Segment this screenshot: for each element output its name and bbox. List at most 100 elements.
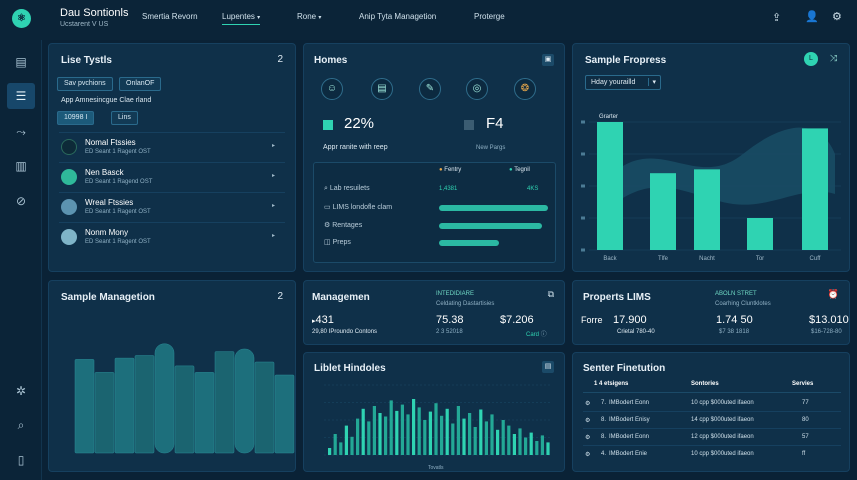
support-icon[interactable]: ◎ (466, 78, 488, 100)
alarm-icon[interactable]: ⏰ (827, 289, 839, 299)
bar (490, 414, 494, 455)
table-header: Sontories (691, 381, 719, 387)
filter-chip-4[interactable]: Lins (111, 111, 138, 125)
sidebar-item-active[interactable] (7, 83, 35, 109)
bar (468, 413, 472, 455)
nav-link-5[interactable]: Proterge (474, 12, 505, 21)
analytics-icon[interactable]: ⤳ (16, 125, 26, 139)
big-value: ▸431 (312, 314, 334, 326)
pen-icon[interactable]: ✎ (419, 78, 441, 100)
value-3: $7.206 (500, 314, 534, 326)
table-row[interactable]: ⚙ 7. IMBodert Eonn 10 cpp $000uted ifaeo… (583, 395, 841, 412)
list-item[interactable]: Nen Basck ED Seant 1 Ragend OST ▸ (59, 162, 285, 190)
y-tick (581, 216, 585, 220)
table-row[interactable]: ⚙ 8. IMBodert Enisy 14 cpp $000uted ifae… (583, 412, 841, 429)
x-tick-label: Nacht (699, 256, 715, 262)
card-icon: ▭ (324, 204, 331, 211)
row-label-text: Rentages (332, 222, 363, 229)
share-icon[interactable]: ⤨ (830, 53, 838, 63)
stat-label: New Pargs (476, 145, 506, 151)
clipboard-icon[interactable]: ▤ (371, 78, 393, 100)
list-item[interactable]: Wreal Ftssies ED Seant 1 Ragent OST ▸ (59, 192, 285, 220)
gear-icon[interactable]: ✲ (15, 384, 27, 398)
filter-chip-1[interactable]: Sav pvchions (57, 77, 113, 91)
filter-chip-3[interactable]: 10998 I (57, 111, 95, 125)
row-label: ⚙ Rentages (324, 221, 362, 229)
user-icon[interactable]: 👤 (805, 11, 819, 23)
table-row[interactable]: ⚙ 4. IMBodert Enie 10 cpp $000uted ifaeo… (583, 446, 841, 463)
x-tick-label: Tlfe (658, 256, 669, 262)
select-value: Hday yourailld (591, 79, 636, 86)
bar (524, 437, 528, 455)
panel-title: Properts LIMS (583, 292, 651, 303)
status-icon[interactable]: L (804, 52, 818, 66)
bar (479, 409, 483, 455)
expand-icon[interactable]: ⧉ (547, 289, 554, 299)
nav-link-2[interactable]: Lupentes ▾ (222, 12, 261, 25)
bar (361, 408, 365, 455)
settings-icon[interactable]: ⚙ (832, 11, 842, 23)
row-name: IMBodert Enie (609, 451, 648, 457)
y-tick (581, 248, 585, 252)
bar (339, 442, 343, 455)
period-select[interactable]: Hday yourailld ▾ (585, 75, 661, 90)
big-value-text: 431 (315, 314, 334, 326)
expand-icon[interactable]: ▤ (542, 361, 554, 373)
row-number: 4. (601, 451, 607, 457)
bar (535, 441, 539, 455)
list-item-sub: ED Seant 1 Ragent OST (85, 209, 151, 215)
file-icon[interactable]: ▯ (17, 453, 25, 467)
bar (496, 429, 500, 455)
stat-value: F4 (486, 115, 504, 132)
chevron-right-icon: ▸ (271, 173, 275, 179)
document-icon[interactable]: ☰ (15, 89, 27, 103)
row-number: 8. (601, 417, 607, 423)
list-item[interactable]: Nonm Mony ED Seant 1 Ragent OST ▸ (59, 222, 285, 250)
sample-management-panel: Sample Managetion 2 (48, 280, 296, 472)
row-label-text: Preps (332, 239, 351, 246)
bar (428, 411, 432, 455)
chevron-right-icon: ▸ (271, 143, 275, 149)
bar (484, 421, 488, 455)
distribution-panel: Senter Finetution 1 4 etsigens Sontories… (572, 352, 850, 472)
filter-chip-2[interactable]: OnlanOF (119, 77, 162, 91)
y-tick (581, 120, 585, 124)
cluster-icon[interactable]: ❂ (514, 78, 536, 100)
app-logo[interactable]: ⚛ (12, 9, 31, 28)
share-icon[interactable]: ⇪ (772, 12, 782, 24)
chevron-down-icon: ▾ (257, 15, 261, 21)
bar (134, 355, 155, 454)
value-3: $13.010 (809, 314, 849, 326)
bar (400, 404, 404, 455)
row-label-text: Lab resuilets (329, 185, 370, 192)
book-icon[interactable]: ▥ (15, 159, 27, 173)
table-row[interactable]: ⚙ 8. IMBodert Eonn 12 cpp $000uted ifaeo… (583, 429, 841, 446)
search-icon: ⌕ (324, 185, 328, 192)
nav-link-1[interactable]: Smertia Revorn (142, 12, 198, 21)
bar (356, 418, 360, 455)
row-label-text: LIMS londofle clam (332, 204, 393, 211)
list-item[interactable]: Nomal Ftssies ED Seant 1 Ragent OST ▸ (59, 132, 285, 160)
stat-label: Appr ranite with reep (323, 144, 388, 151)
chevron-right-icon: ▸ (271, 233, 275, 239)
row-value: 4KS (527, 186, 539, 192)
progress-chart: Back Tlfe Nacht Tor Cuff (581, 120, 841, 262)
face-icon[interactable]: ☺ (321, 78, 343, 100)
progress-bar (439, 205, 548, 211)
list-item-sub: ED Seant 1 Ragent OST (85, 239, 151, 245)
nav-link-4[interactable]: Anip Tyta Managetion (359, 12, 437, 21)
search-icon[interactable]: ⌕ (17, 418, 25, 432)
panel-title: Sample Managetion (61, 292, 155, 303)
pin-icon[interactable]: ▣ (542, 54, 554, 66)
panel-title: Managemen (312, 292, 370, 303)
link-icon[interactable]: ⊘ (15, 194, 27, 208)
row-detail: 10 cpp $000uted ifaeon (691, 400, 754, 406)
row-value: 77 (802, 400, 809, 406)
inbox-icon[interactable]: ▤ (15, 55, 27, 69)
axis-label: Tovatls (428, 465, 444, 471)
bar (406, 414, 410, 455)
bar (378, 413, 382, 455)
nav-link-3[interactable]: Rone ▾ (297, 12, 321, 21)
x-tick-label: Back (603, 256, 617, 262)
list-item-name: Nen Basck (85, 168, 124, 177)
